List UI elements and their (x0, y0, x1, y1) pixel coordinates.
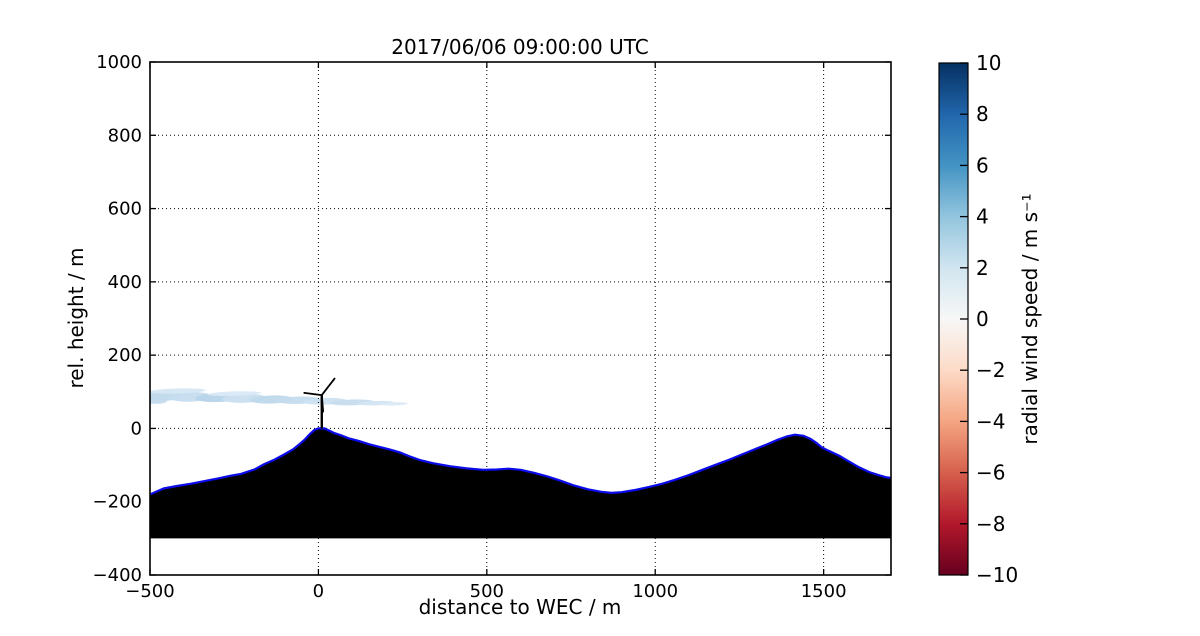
colorbar-tick-layer (960, 62, 968, 576)
chart-title: 2017/06/06 09:00:00 UTC (391, 35, 648, 59)
colorbar-tick-label: 4 (976, 205, 989, 229)
y-tick-label: 800 (108, 125, 142, 146)
x-tick-label: 500 (470, 581, 504, 602)
colorbar-tick-label: −6 (976, 461, 1005, 485)
x-axis-label: distance to WEC / m (419, 595, 622, 619)
lidar-scan-blob (150, 388, 206, 394)
colorbar-tick-label: 2 (976, 256, 989, 280)
y-tick-label: 200 (108, 345, 142, 366)
x-tick-label: 0 (313, 581, 324, 602)
y-tick-label: −200 (93, 492, 142, 513)
turbine-blade (320, 377, 336, 396)
colorbar-tick-label: 8 (976, 102, 989, 126)
colorbar-axis-label: radial wind speed / m s⁻¹ (1018, 193, 1042, 444)
turbine-blade (320, 394, 325, 413)
lidar-scan-blob (150, 399, 167, 404)
tick-label-layer: −500 0 500 1000 1500 −400 −200 0 200 400 600 800 100… (93, 52, 847, 602)
y-tick-label: 600 (108, 199, 142, 220)
colorbar-tick-label: 10 (976, 51, 1001, 75)
turbine-blade (303, 391, 323, 396)
turbine-layer (303, 377, 336, 429)
lidar-scan-blob (207, 391, 262, 396)
y-tick-label: 0 (131, 418, 142, 439)
y-axis-label: rel. height / m (64, 247, 88, 388)
y-tick-label: 1000 (96, 52, 142, 73)
colorbar-tick-label: −4 (976, 409, 1005, 433)
y-tick-label: 400 (108, 272, 142, 293)
gridline-layer (150, 62, 891, 575)
colorbar-tick-label: 0 (976, 307, 989, 331)
colorbar-tick-label: −10 (976, 563, 1018, 587)
terrain-fill (150, 428, 891, 539)
x-tick-label: −500 (125, 581, 174, 602)
x-tick-label: 1000 (632, 581, 678, 602)
colorbar-tick-label: −2 (976, 358, 1005, 382)
terrain-layer (150, 427, 891, 539)
plot-border (149, 61, 892, 576)
y-tick-label: −400 (93, 565, 142, 586)
lidar-scan-layer (150, 388, 408, 406)
terrain-outline (150, 427, 891, 496)
colorbar-tick-label: −8 (976, 512, 1005, 536)
colorbar-label-layer: 10 8 6 4 2 0 −2 −4 −6 −8 −10 (976, 51, 1018, 587)
colorbar-tick-label: 6 (976, 153, 989, 177)
lidar-scan-blob (380, 402, 408, 406)
colorbar: 10 8 6 4 2 0 −2 −4 −6 −8 −10 radial wind speed / m… (938, 51, 1042, 587)
x-tick-label: 1500 (801, 581, 847, 602)
